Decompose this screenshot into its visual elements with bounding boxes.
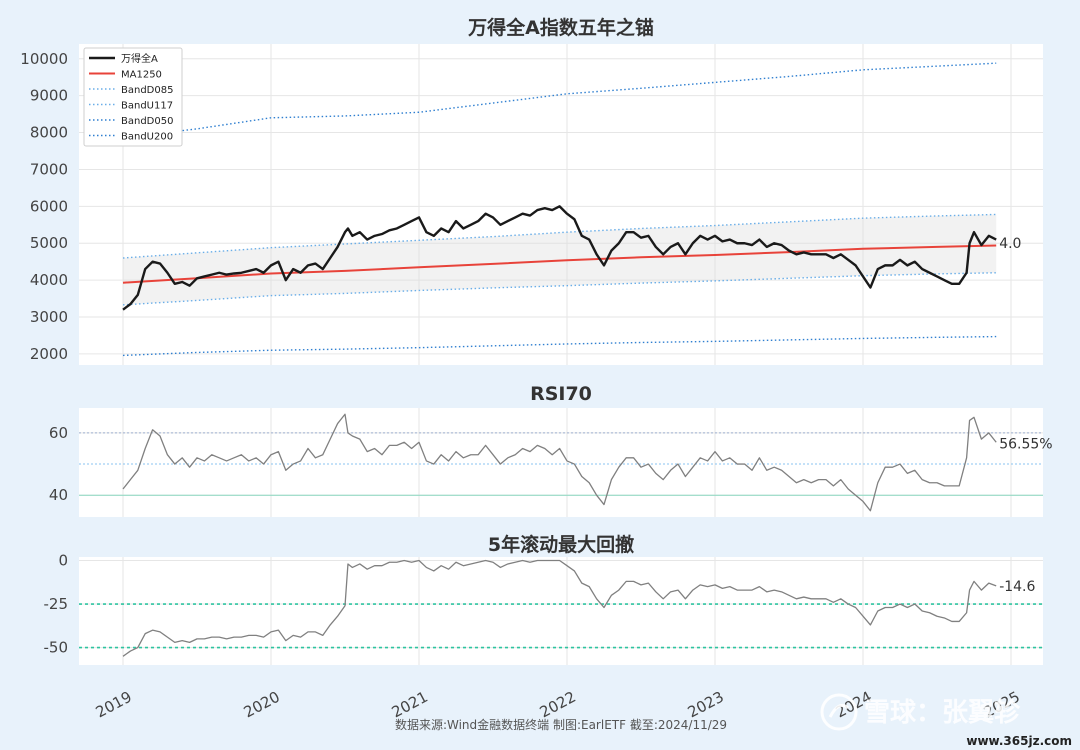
x-tick-label: 2020 [241, 688, 283, 722]
legend-label-bandd050: BandD050 [121, 116, 173, 127]
series-bandu117 [122, 213, 997, 259]
panel-2-y-tick-label: 60 [49, 424, 68, 442]
panel-3-last-value-annotation: -14.6 [999, 579, 1035, 595]
watermark-logo [820, 693, 858, 731]
legend: 万得全A MA1250 BandD085 BandU117 BandD050 BandU2… [83, 47, 183, 147]
legend-label-bandd085: BandD085 [121, 85, 173, 96]
panel-2-last-value-annotation: 56.55% [999, 437, 1052, 453]
panel-3-series-line [122, 559, 997, 657]
footer-source: 数据来源:Wind金融数据终端 制图:EarlETF 截至:2024/11/29 [395, 717, 727, 732]
panel-1-y-tick-label: 10000 [20, 50, 68, 68]
legend-label-ma1250: MA1250 [121, 70, 162, 81]
panel-3-y-tick-label: -25 [44, 595, 69, 613]
panel-2-series-line [122, 413, 997, 512]
panel-1-title: 万得全A指数五年之锚 [467, 16, 654, 39]
panel-1-y-tick-label: 2000 [30, 345, 68, 363]
series-万得全a [122, 205, 997, 311]
panel-1-y-tick-label: 7000 [30, 160, 68, 178]
series-layer [122, 62, 997, 657]
x-tick-label: 2021 [389, 688, 431, 722]
panel-3-y-tick-label: -50 [44, 639, 69, 657]
panel-1-y-tick-label: 4000 [30, 271, 68, 289]
series-ma1250 [122, 244, 997, 284]
panel-1-y-tick-label: 6000 [30, 197, 68, 215]
legend-label-万得全a: 万得全A [121, 52, 158, 65]
series-bandd050 [122, 335, 997, 357]
x-tick-label: 2022 [537, 688, 579, 722]
legend-label-bandu200: BandU200 [121, 132, 173, 143]
grid-layer [79, 44, 1043, 665]
panel-2-background [79, 408, 1043, 517]
panel-3-title: 5年滚动最大回撤 [488, 533, 634, 556]
watermark: 雪球：张翼轸 www.365jz.com [820, 693, 1072, 748]
panel-3-background [79, 557, 1043, 665]
panel-1-y-tick-label: 9000 [30, 87, 68, 105]
panel-3-y-tick-label: 0 [58, 551, 68, 569]
series-bandu200 [122, 62, 997, 139]
legend-label-bandu117: BandU117 [121, 101, 173, 112]
panel-1-last-value-annotation: 4.0 [999, 236, 1021, 252]
watermark-site: www.365jz.com [966, 734, 1072, 748]
panel-2-title: RSI70 [530, 383, 592, 405]
panel-1-background [79, 44, 1043, 365]
panel-1-y-tick-label: 3000 [30, 308, 68, 326]
x-tick-label: 2019 [93, 688, 135, 722]
panel-1-y-tick-label: 8000 [30, 124, 68, 142]
panel-1-y-tick-label: 5000 [30, 234, 68, 252]
x-tick-label: 2023 [685, 688, 727, 722]
panel-2-y-tick-label: 40 [49, 486, 68, 504]
watermark-text: 雪球：张翼轸 [864, 698, 1021, 728]
